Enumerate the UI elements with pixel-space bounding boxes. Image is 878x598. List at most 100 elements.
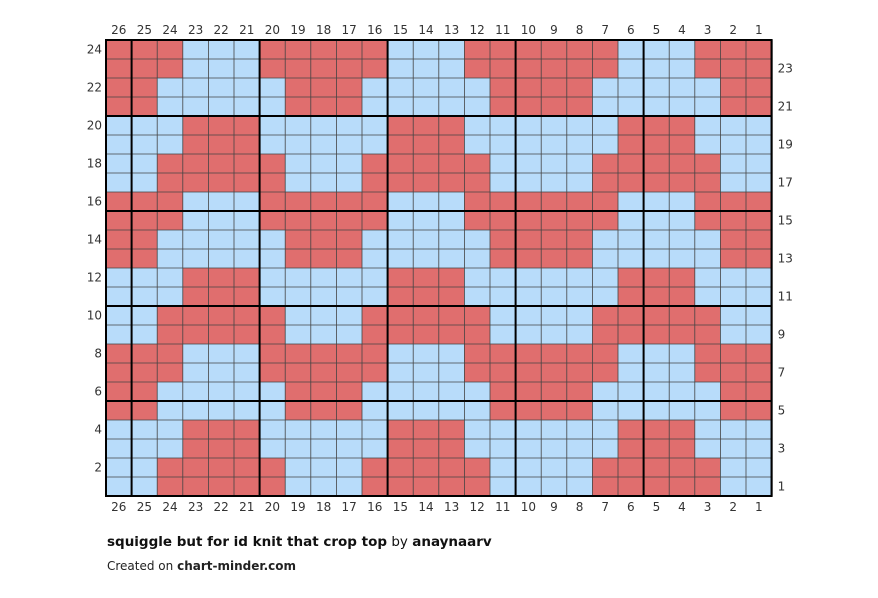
column-label-bottom: 7 <box>601 500 609 514</box>
chart-cell <box>106 59 132 78</box>
chart-cell <box>490 325 516 344</box>
chart-cell <box>643 401 670 420</box>
chart-cell <box>643 306 670 325</box>
chart-cell <box>336 458 362 477</box>
column-label-top: 2 <box>729 23 737 37</box>
chart-cell <box>362 477 388 496</box>
chart-cell <box>592 363 618 382</box>
chart-cell <box>336 420 362 439</box>
column-label-bottom: 9 <box>550 500 558 514</box>
column-label-bottom: 25 <box>137 500 152 514</box>
column-label-bottom: 23 <box>188 500 203 514</box>
chart-cell <box>106 477 132 496</box>
chart-cell <box>387 40 414 59</box>
chart-cell <box>106 420 132 439</box>
chart-cell <box>438 363 465 382</box>
chart-cell <box>413 230 439 249</box>
chart-cell <box>310 40 337 59</box>
chart-cell <box>387 420 414 439</box>
chart-cell <box>182 439 209 458</box>
chart-cell <box>208 382 234 401</box>
chart-cell <box>336 325 362 344</box>
column-label-top: 6 <box>627 23 635 37</box>
chart-cell <box>259 135 286 154</box>
chart-cell <box>490 420 516 439</box>
chart-cell <box>720 344 746 363</box>
chart-cell <box>208 401 234 420</box>
chart-cell <box>362 135 388 154</box>
chart-cell <box>362 40 388 59</box>
chart-cell <box>490 249 516 268</box>
chart-cell <box>131 306 158 325</box>
chart-cell <box>234 306 260 325</box>
chart-cell <box>208 230 234 249</box>
chart-cell <box>413 287 439 306</box>
chart-cell <box>464 382 490 401</box>
row-label-right: 19 <box>778 138 793 152</box>
column-label-bottom: 6 <box>627 500 635 514</box>
chart-cell <box>592 173 618 192</box>
chart-caption: squiggle but for id knit that crop top b… <box>107 534 492 550</box>
chart-cell <box>157 59 183 78</box>
chart-cell <box>208 306 234 325</box>
chart-cell <box>310 173 337 192</box>
credit-site-link[interactable]: chart-minder.com <box>177 559 296 573</box>
chart-cell <box>285 173 311 192</box>
chart-cell <box>566 135 593 154</box>
chart-cell <box>157 135 183 154</box>
chart-cell <box>592 135 618 154</box>
chart-cell <box>541 420 567 439</box>
chart-cell <box>592 477 618 496</box>
chart-cell <box>182 306 209 325</box>
chart-cell <box>464 154 490 173</box>
chart-cell <box>387 97 414 116</box>
column-label-top: 26 <box>111 23 126 37</box>
column-label-bottom: 1 <box>755 500 763 514</box>
chart-cell <box>362 287 388 306</box>
chart-cell <box>336 249 362 268</box>
chart-cell <box>669 116 695 135</box>
chart-cell <box>234 211 260 230</box>
chart-cell <box>490 230 516 249</box>
chart-cell <box>720 192 746 211</box>
chart-cell <box>208 325 234 344</box>
chart-cell <box>182 173 209 192</box>
chart-cell <box>157 97 183 116</box>
chart-cell <box>541 306 567 325</box>
column-label-bottom: 3 <box>704 500 712 514</box>
chart-cell <box>720 363 746 382</box>
chart-cell <box>464 192 490 211</box>
chart-cell <box>515 382 542 401</box>
chart-cell <box>746 249 772 268</box>
chart-cell <box>131 40 158 59</box>
chart-cell <box>566 116 593 135</box>
chart-cell <box>720 211 746 230</box>
chart-cell <box>618 97 644 116</box>
chart-cell <box>438 97 465 116</box>
chart-cell <box>182 477 209 496</box>
chart-cell <box>618 458 644 477</box>
column-label-top: 18 <box>316 23 331 37</box>
chart-cell <box>310 249 337 268</box>
chart-cell <box>387 230 414 249</box>
chart-cell <box>131 230 158 249</box>
chart-cell <box>643 344 670 363</box>
chart-cell <box>182 211 209 230</box>
chart-cell <box>566 477 593 496</box>
chart-cell <box>336 401 362 420</box>
chart-cell <box>566 344 593 363</box>
chart-cell <box>720 173 746 192</box>
chart-cell <box>131 477 158 496</box>
chart-cell <box>541 211 567 230</box>
chart-cell <box>336 40 362 59</box>
chart-cell <box>618 325 644 344</box>
chart-cell <box>720 287 746 306</box>
chart-cell <box>438 420 465 439</box>
column-label-top: 22 <box>214 23 229 37</box>
chart-cell <box>618 230 644 249</box>
column-label-top: 16 <box>367 23 382 37</box>
chart-cell <box>182 458 209 477</box>
chart-cell <box>566 458 593 477</box>
column-label-bottom: 18 <box>316 500 331 514</box>
chart-cell <box>336 135 362 154</box>
